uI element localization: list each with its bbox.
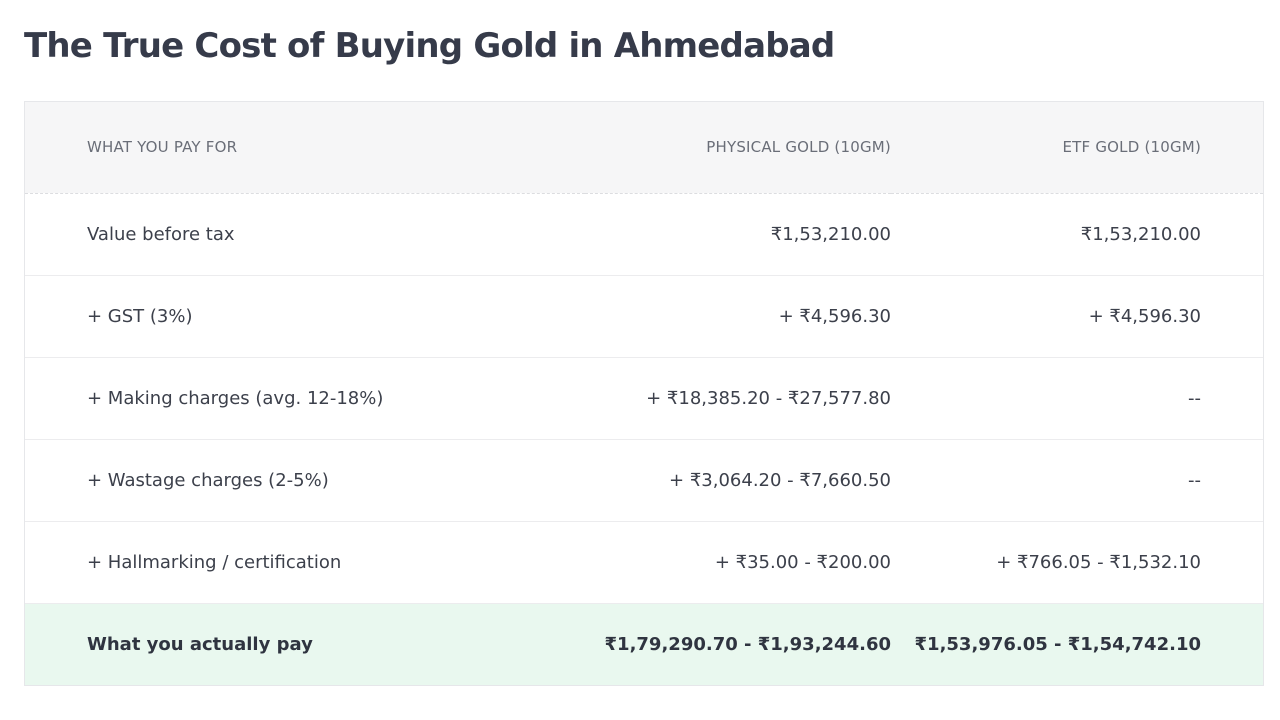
page-title: The True Cost of Buying Gold in Ahmedaba… [24, 26, 835, 66]
row-label: + GST (3%) [25, 275, 585, 358]
etf-value: ₹1,53,210.00 [891, 193, 1263, 276]
cost-comparison-table: WHAT YOU PAY FOR PHYSICAL GOLD (10GM) ET… [24, 101, 1264, 686]
table-header-row: WHAT YOU PAY FOR PHYSICAL GOLD (10GM) ET… [25, 102, 1263, 194]
etf-value: -- [891, 357, 1263, 440]
table-row: + GST (3%) + ₹4,596.30 + ₹4,596.30 [25, 275, 1263, 358]
row-label: Value before tax [25, 193, 585, 276]
table-row: + Wastage charges (2-5%) + ₹3,064.20 - ₹… [25, 439, 1263, 522]
total-row: What you actually pay ₹1,79,290.70 - ₹1,… [25, 603, 1263, 685]
physical-value: + ₹18,385.20 - ₹27,577.80 [585, 357, 891, 440]
physical-value: + ₹4,596.30 [585, 275, 891, 358]
etf-value: -- [891, 439, 1263, 522]
header-physical-gold: PHYSICAL GOLD (10GM) [585, 102, 891, 194]
etf-value: + ₹4,596.30 [891, 275, 1263, 358]
table-row: + Hallmarking / certification + ₹35.00 -… [25, 521, 1263, 604]
etf-value: + ₹766.05 - ₹1,532.10 [891, 521, 1263, 604]
row-label: + Making charges (avg. 12-18%) [25, 357, 585, 440]
physical-value: ₹1,53,210.00 [585, 193, 891, 276]
physical-value: + ₹3,064.20 - ₹7,660.50 [585, 439, 891, 522]
total-label: What you actually pay [87, 633, 313, 655]
table-row: + Making charges (avg. 12-18%) + ₹18,385… [25, 357, 1263, 440]
header-what-you-pay-for: WHAT YOU PAY FOR [25, 102, 585, 194]
physical-value: + ₹35.00 - ₹200.00 [585, 521, 891, 604]
row-label: + Hallmarking / certification [25, 521, 585, 604]
header-etf-gold: ETF GOLD (10GM) [891, 102, 1263, 194]
total-etf: ₹1,53,976.05 - ₹1,54,742.10 [914, 633, 1201, 655]
row-label: + Wastage charges (2-5%) [25, 439, 585, 522]
total-physical: ₹1,79,290.70 - ₹1,93,244.60 [604, 633, 891, 655]
table-row: Value before tax ₹1,53,210.00 ₹1,53,210.… [25, 193, 1263, 276]
